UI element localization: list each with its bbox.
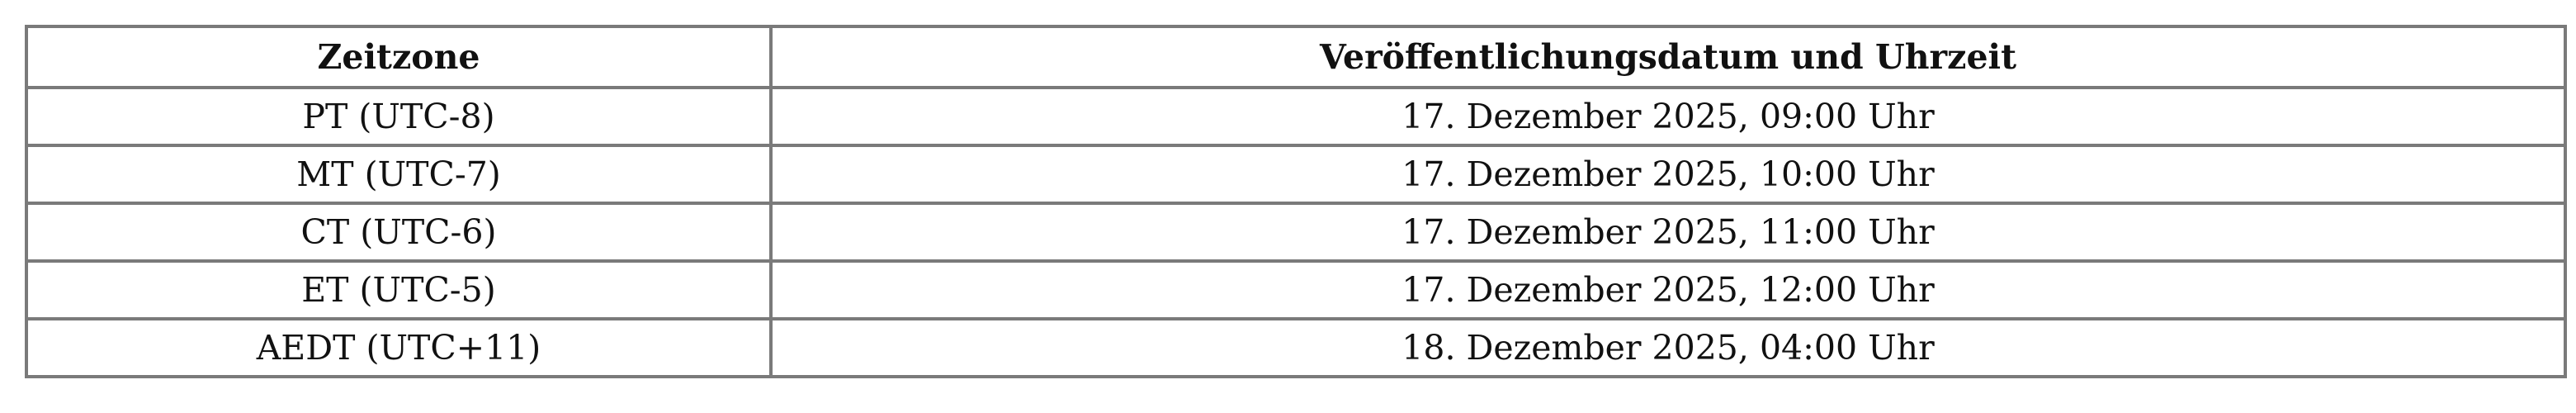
- timezone-cell: PT (UTC-8): [25, 86, 773, 147]
- timezone-cell: MT (UTC-7): [25, 144, 773, 205]
- table-row: MT (UTC-7) 17. Dezember 2025, 10:00 Uhr: [25, 144, 2567, 205]
- header-release-datetime: Veröffentlichungsdatum und Uhrzeit: [769, 25, 2567, 89]
- timezone-cell: CT (UTC-6): [25, 202, 773, 263]
- datetime-cell: 18. Dezember 2025, 04:00 Uhr: [769, 317, 2567, 378]
- datetime-cell: 17. Dezember 2025, 10:00 Uhr: [769, 144, 2567, 205]
- header-row: Zeitzone Veröffentlichungsdatum und Uhrz…: [25, 25, 2567, 89]
- table-row: PT (UTC-8) 17. Dezember 2025, 09:00 Uhr: [25, 86, 2567, 147]
- table-row: CT (UTC-6) 17. Dezember 2025, 11:00 Uhr: [25, 202, 2567, 263]
- datetime-cell: 17. Dezember 2025, 12:00 Uhr: [769, 259, 2567, 320]
- table-row: ET (UTC-5) 17. Dezember 2025, 12:00 Uhr: [25, 259, 2567, 320]
- datetime-cell: 17. Dezember 2025, 11:00 Uhr: [769, 202, 2567, 263]
- table-row: AEDT (UTC+11) 18. Dezember 2025, 04:00 U…: [25, 317, 2567, 378]
- timezone-cell: ET (UTC-5): [25, 259, 773, 320]
- release-time-table: Zeitzone Veröffentlichungsdatum und Uhrz…: [25, 25, 2567, 378]
- datetime-cell: 17. Dezember 2025, 09:00 Uhr: [769, 86, 2567, 147]
- header-timezone: Zeitzone: [25, 25, 773, 89]
- timezone-cell: AEDT (UTC+11): [25, 317, 773, 378]
